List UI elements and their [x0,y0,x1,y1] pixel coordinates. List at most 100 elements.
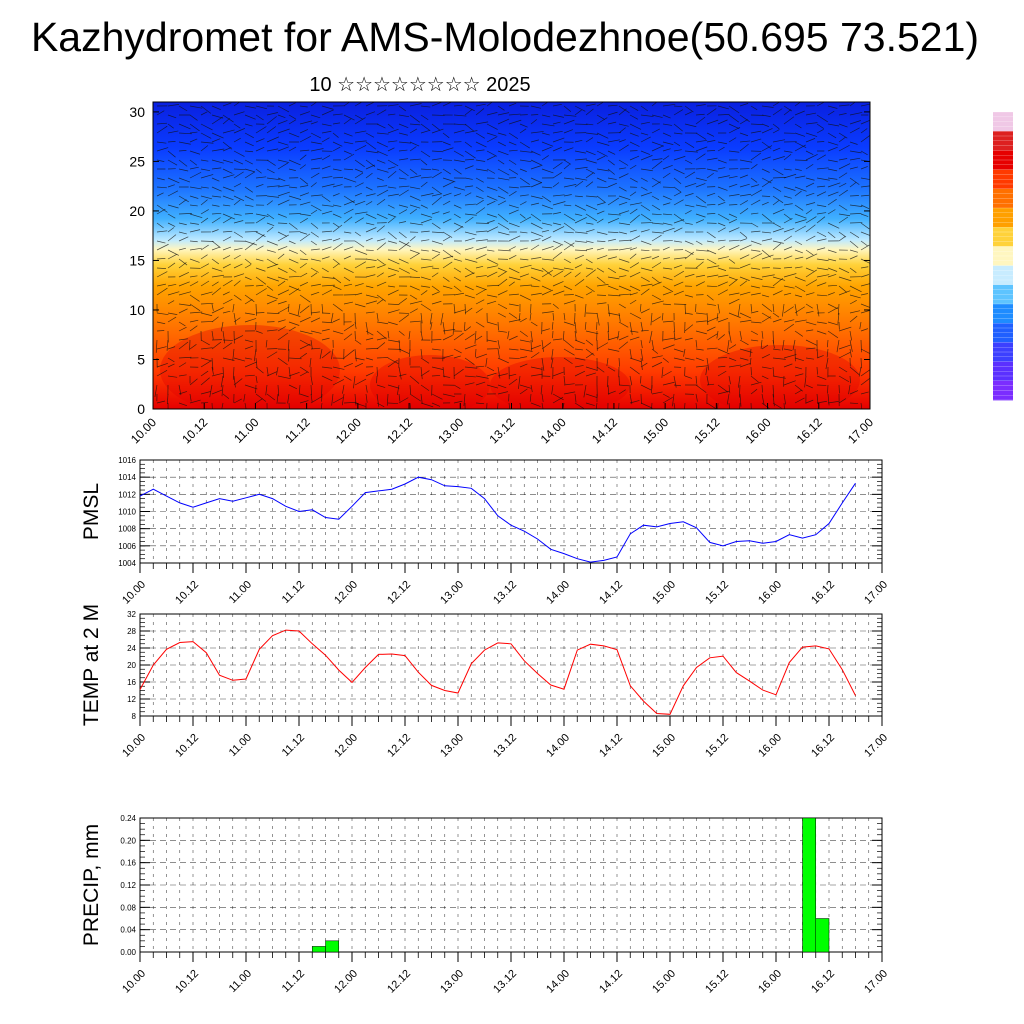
x-tick-label: 15.12 [691,415,722,446]
wind-vector [453,123,467,126]
wind-vector [574,180,584,188]
wind-vector [837,312,840,324]
wind-vector [849,157,861,161]
wind-vector [475,365,485,368]
wind-vector [530,105,542,109]
wind-vector [783,319,795,323]
wind-vector [288,275,300,278]
wind-vector [728,402,731,409]
wind-vector [508,335,518,341]
wind-vector [794,319,807,323]
wind-vector [233,168,246,170]
wind-vector [706,204,716,206]
wind-vector [420,105,431,108]
wind-vector [750,249,761,252]
wind-vector [431,253,440,260]
wind-vector [794,213,807,219]
wind-vector [618,144,629,152]
wind-vector [233,213,242,216]
wind-vector [574,339,585,345]
wind-vector [343,231,352,234]
wind-vector [816,212,827,215]
y-tick-label: 8 [132,712,137,721]
wind-vector [772,186,782,192]
wind-vector [618,159,629,166]
wind-vector [737,375,741,388]
wind-vector [475,254,487,260]
wind-vector [783,354,797,359]
wind-vector [805,122,818,125]
wind-vector [354,348,357,362]
wind-vector [640,132,649,136]
wind-vector [332,397,344,404]
wind-vector [838,123,848,128]
wind-vector [398,339,401,353]
wind-vector [343,349,355,359]
x-tick-label: 15.00 [650,732,678,760]
x-tick-label: 14.00 [544,732,572,760]
wind-vector [464,231,477,236]
wind-vector [288,132,300,138]
wind-vector [420,249,429,252]
wind-vector [673,281,684,287]
wind-vector [662,370,672,377]
wind-vector [156,321,166,325]
wind-vector [860,391,869,395]
wind-vector [607,256,617,260]
wind-vector [827,146,838,152]
wind-vector [629,292,638,296]
wind-vector [783,323,794,332]
wind-vector [398,258,409,264]
wind-vector [772,339,775,349]
wind-vector [804,375,807,388]
wind-vector [244,114,256,120]
wind-vector [585,248,594,251]
wind-vector [475,207,486,215]
wind-vector [596,177,607,183]
wind-vector [255,234,265,242]
wind-vector [475,381,486,386]
wind-vector [277,191,290,197]
wind-vector [288,186,298,189]
wind-vector [442,329,456,332]
wind-vector [717,274,729,278]
wind-vector [299,213,311,216]
wind-vector [189,399,201,404]
wind-vector [651,276,661,284]
wind-vector [167,312,178,315]
wind-vector [409,195,421,201]
wind-vector [695,249,709,252]
wind-vector [673,384,682,387]
wind-vector [606,357,609,367]
wind-vector [739,119,748,125]
wind-vector [310,272,318,278]
wind-vector [420,384,430,391]
wind-vector [794,294,803,298]
wind-vector [794,303,798,316]
wind-vector [772,303,775,313]
wind-vector [189,222,199,225]
wind-vector [739,393,742,407]
wind-vector [717,159,727,164]
wind-vector [189,138,198,143]
wind-vector [673,141,681,147]
wind-vector [211,287,222,296]
wind-vector [838,132,848,139]
wind-vector [728,344,737,350]
wind-vector [266,351,278,359]
wind-vector [244,132,254,139]
wind-vector [244,318,257,323]
wind-vector [222,114,234,123]
wind-vector [739,263,751,269]
wind-vector [266,366,269,376]
wind-vector [244,240,258,246]
wind-vector [706,192,716,197]
wind-vector [574,216,587,224]
wind-vector [541,342,552,350]
wind-vector [574,294,584,299]
wind-vector [540,384,543,395]
wind-vector [728,375,731,385]
wind-vector [541,339,544,352]
wind-vector [156,141,167,144]
